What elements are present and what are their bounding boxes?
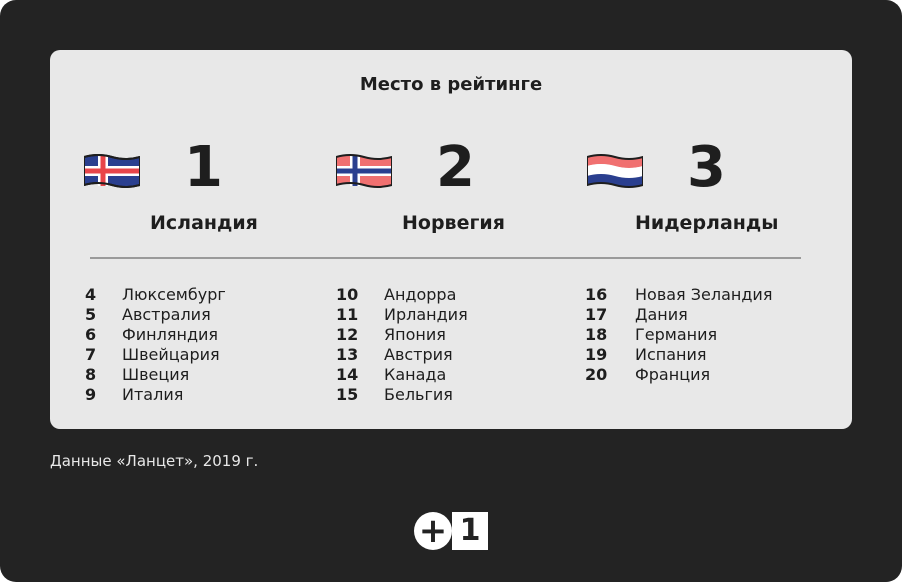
rank-num: 14 [336, 365, 359, 384]
rank-num: 12 [336, 325, 359, 344]
country-label: Дания [635, 305, 688, 324]
country-label: Германия [635, 325, 718, 344]
country-label: Япония [384, 325, 446, 344]
rank-num: 11 [336, 305, 359, 324]
source-caption: Данные «Ланцет», 2019 г. [50, 452, 259, 470]
country-label: Франция [635, 365, 711, 384]
list-item: 12 Япония [336, 325, 556, 345]
rank-number-1: 1 [184, 135, 223, 200]
rank-num: 19 [585, 345, 608, 364]
list-item: 4 Люксембург [85, 285, 305, 305]
list-item: 11 Ирландия [336, 305, 556, 325]
country-label: Швеция [122, 365, 190, 384]
list-item: 10 Андорра [336, 285, 556, 305]
list-item: 19 Испания [585, 345, 825, 365]
top-item-2: 2 Норвегия [302, 140, 562, 236]
list-item: 6 Финляндия [85, 325, 305, 345]
iceland-flag-icon [84, 154, 140, 188]
plus-one-logo-icon: + 1 [414, 512, 488, 550]
country-label: Австрия [384, 345, 453, 364]
logo-one: 1 [452, 512, 488, 550]
list-item: 7 Швейцария [85, 345, 305, 365]
divider-line [90, 257, 801, 259]
list-item: 14 Канада [336, 365, 556, 385]
list-item: 18 Германия [585, 325, 825, 345]
rank-number-2: 2 [436, 135, 475, 200]
ranking-card: Место в рейтинге 1 Исландия [50, 50, 852, 429]
rank-num: 16 [585, 285, 608, 304]
rank-num: 15 [336, 385, 359, 404]
list-item: 5 Австралия [85, 305, 305, 325]
country-label: Ирландия [384, 305, 468, 324]
country-name-1: Исландия [150, 212, 258, 234]
list-item: 17 Дания [585, 305, 825, 325]
list-item: 8 Швеция [85, 365, 305, 385]
rank-num: 18 [585, 325, 608, 344]
list-item: 16 Новая Зеландия [585, 285, 825, 305]
rank-num: 13 [336, 345, 359, 364]
rank-num: 6 [85, 325, 97, 344]
list-item: 13 Австрия [336, 345, 556, 365]
ranking-column-3: 16 Новая Зеландия 17 Дания 18 Германия 19 Ис… [585, 285, 825, 385]
rank-num: 10 [336, 285, 359, 304]
top-item-3: 3 Нидерланды [553, 140, 843, 236]
country-label: Канада [384, 365, 447, 384]
rank-num: 17 [585, 305, 608, 324]
rank-num: 4 [85, 285, 97, 304]
country-label: Италия [122, 385, 184, 404]
country-label: Люксембург [122, 285, 226, 304]
list-item: 20 Франция [585, 365, 825, 385]
rank-num: 7 [85, 345, 97, 364]
country-label: Финляндия [122, 325, 219, 344]
country-label: Андорра [384, 285, 457, 304]
country-label: Швейцария [122, 345, 220, 364]
rank-num: 8 [85, 365, 97, 384]
top-item-1: 1 Исландия [50, 140, 310, 236]
country-name-3: Нидерланды [635, 212, 779, 234]
country-name-2: Норвегия [402, 212, 505, 234]
logo-plus: + [414, 512, 452, 550]
rank-number-3: 3 [687, 135, 726, 200]
ranking-column-1: 4 Люксембург 5 Австралия 6 Финляндия 7 Швейц… [85, 285, 305, 405]
ranking-title: Место в рейтинге [359, 74, 543, 95]
list-item: 9 Италия [85, 385, 305, 405]
rank-num: 5 [85, 305, 97, 324]
country-label: Новая Зеландия [635, 285, 773, 304]
rank-num: 9 [85, 385, 97, 404]
rank-num: 20 [585, 365, 608, 384]
country-label: Австралия [122, 305, 211, 324]
list-item: 15 Бельгия [336, 385, 556, 405]
country-label: Бельгия [384, 385, 453, 404]
ranking-column-2: 10 Андорра 11 Ирландия 12 Япония 13 Австрия … [336, 285, 556, 405]
netherlands-flag-icon [587, 154, 643, 188]
norway-flag-icon [336, 154, 392, 188]
country-label: Испания [635, 345, 707, 364]
